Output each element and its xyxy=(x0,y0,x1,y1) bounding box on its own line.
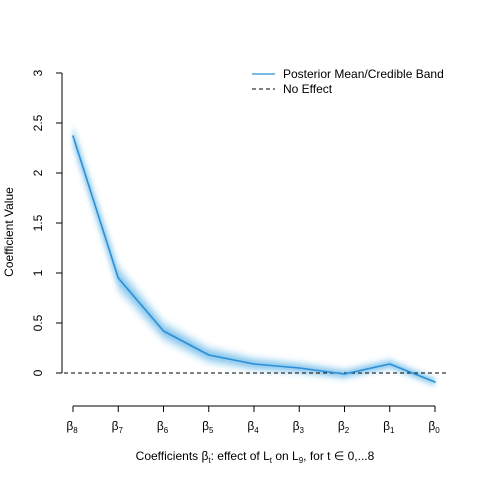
x-tick-label-beta-7: β7 xyxy=(112,419,124,435)
x-tick-label-beta-6: β6 xyxy=(157,419,169,435)
x-label-mid1: : effect of L xyxy=(211,449,270,463)
y-tick-label: 2 xyxy=(31,169,45,176)
y-tick-label: 0 xyxy=(31,369,45,376)
x-tick-label-beta-0: β0 xyxy=(428,419,440,435)
y-axis-label: Coefficient Value xyxy=(2,187,16,277)
x-tick-label-beta-8: β8 xyxy=(66,419,78,435)
credible-band-layer-3 xyxy=(73,127,435,386)
y-tick-label: 2.5 xyxy=(31,114,45,131)
mean-point-8 xyxy=(72,135,74,137)
credible-band-layer-5 xyxy=(73,132,435,384)
x-axis: β8 β7 β6 β5 β4 β3 β2 β1 β0 xyxy=(66,405,440,435)
mean-point-5 xyxy=(207,354,210,356)
credible-band-layer-2 xyxy=(73,124,435,387)
x-tick-label-beta-4: β4 xyxy=(247,419,259,435)
mean-point-0 xyxy=(434,381,436,383)
x-label-sub-t2: t xyxy=(270,456,273,465)
x-label-sub-9: 9 xyxy=(299,456,304,465)
mean-point-6 xyxy=(162,330,165,332)
x-label-suffix: , for t ∈ 0,...8 xyxy=(303,449,374,463)
credible-band xyxy=(73,121,435,388)
x-tick-label-beta-5: β5 xyxy=(202,419,214,435)
y-tick-label: 3 xyxy=(31,69,45,76)
credible-band-layer-4 xyxy=(73,130,435,385)
posterior-mean-points xyxy=(72,135,436,383)
x-tick-label-beta-3: β3 xyxy=(293,419,305,435)
x-label-prefix: Coefficients β xyxy=(136,449,209,463)
credible-band-layer-1 xyxy=(73,121,435,388)
mean-point-7 xyxy=(117,277,120,279)
x-label-mid2: on L xyxy=(272,449,299,463)
y-axis: 0 0.5 1 1.5 2 2.5 3 xyxy=(31,69,63,376)
legend-label-mean: Posterior Mean/Credible Band xyxy=(283,67,444,81)
y-tick-label: 1.5 xyxy=(31,214,45,231)
x-axis-label: Coefficients βt: effect of Lt on L9, for… xyxy=(136,449,375,465)
y-tick-label: 0.5 xyxy=(31,314,45,331)
mean-point-3 xyxy=(298,367,301,369)
mean-point-2 xyxy=(343,373,346,375)
posterior-mean-line xyxy=(72,135,436,383)
x-tick-label-beta-1: β1 xyxy=(383,419,395,435)
legend: Posterior Mean/Credible Band No Effect xyxy=(252,67,444,96)
mean-point-1 xyxy=(388,363,391,365)
x-label-sub-t1: t xyxy=(208,456,211,465)
mean-point-4 xyxy=(253,363,255,365)
x-tick-label-beta-2: β2 xyxy=(338,419,350,435)
y-tick-label: 1 xyxy=(31,269,45,276)
legend-label-no-effect: No Effect xyxy=(283,82,333,96)
